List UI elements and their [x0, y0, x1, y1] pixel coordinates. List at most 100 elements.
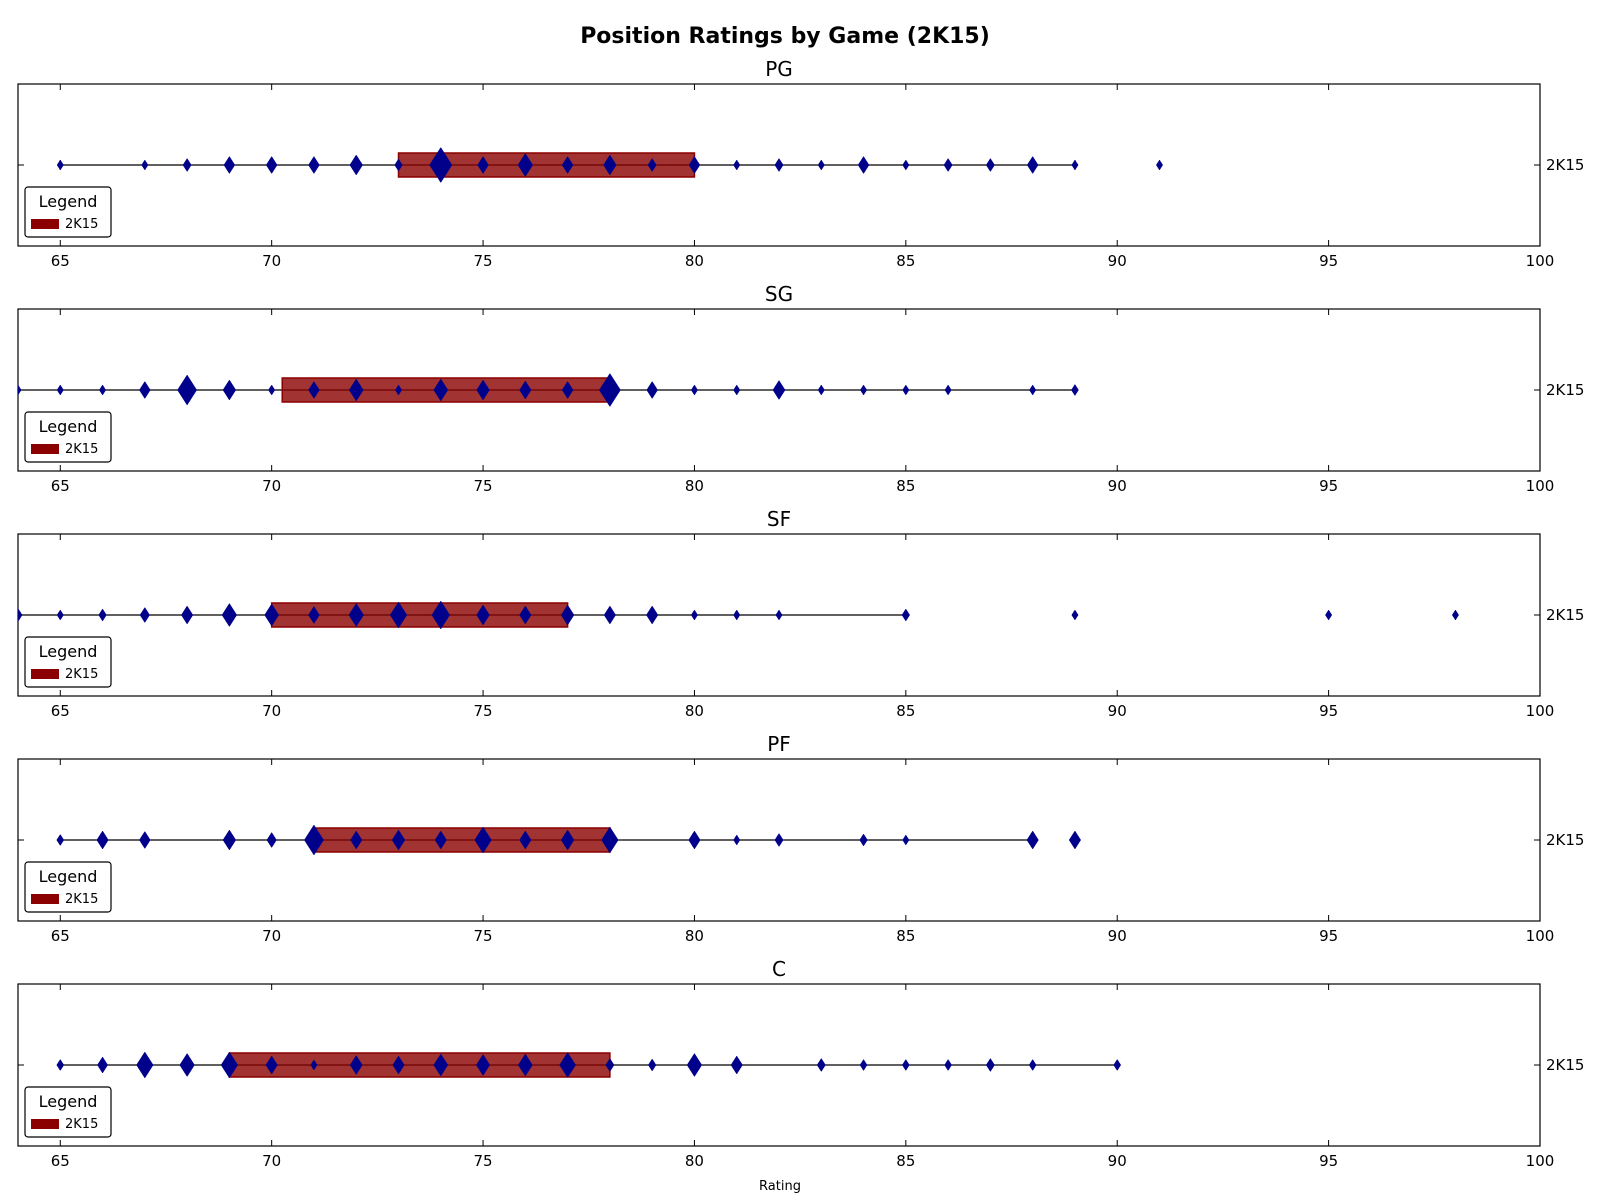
legend-entry: 2K15 — [65, 1117, 98, 1132]
density-marker — [181, 605, 194, 625]
panel-c: C 65 70 75 80 85 90 95 100 2K15 Legend 2K15 — [17, 957, 1584, 1170]
legend-title: Legend — [39, 1092, 98, 1111]
density-marker — [902, 1059, 910, 1071]
x-tick-label: 80 — [685, 1152, 704, 1170]
x-tick-label: 100 — [1526, 477, 1555, 495]
density-marker — [310, 1059, 318, 1071]
x-tick-label: 80 — [685, 702, 704, 720]
density-marker — [474, 826, 492, 854]
panel-sf: SF 65 70 75 80 85 90 95 100 2K15 Legend 2K15 — [17, 507, 1584, 720]
density-marker — [519, 830, 532, 850]
density-marker — [177, 374, 198, 406]
density-marker — [774, 158, 784, 172]
density-marker — [1071, 609, 1079, 621]
x-tick-label: 75 — [474, 477, 493, 495]
x-tick-label: 70 — [262, 1152, 281, 1170]
legend-swatch — [31, 219, 59, 229]
density-marker — [265, 1055, 278, 1075]
density-marker — [817, 159, 825, 171]
legend-entry: 2K15 — [65, 217, 98, 232]
x-ticks: 65 70 75 80 85 90 95 100 — [51, 84, 1555, 270]
legend-title: Legend — [39, 192, 98, 211]
density-marker — [139, 831, 151, 849]
density-marker — [730, 1055, 743, 1075]
density-marker — [222, 379, 237, 401]
legend-title: Legend — [39, 642, 98, 661]
density-marker — [519, 380, 532, 400]
density-marker — [599, 373, 621, 407]
density-marker — [1026, 156, 1039, 174]
y-tick-label: 2K15 — [1546, 156, 1584, 174]
density-marker — [136, 1051, 154, 1079]
density-marker — [182, 158, 192, 172]
density-marker — [266, 832, 277, 848]
density-marker — [141, 159, 149, 171]
density-marker — [560, 829, 575, 851]
x-tick-label: 85 — [896, 477, 915, 495]
panel-title: PG — [765, 57, 793, 81]
density-marker — [733, 384, 741, 396]
density-marker — [56, 609, 64, 621]
density-marker — [220, 1051, 239, 1079]
x-tick-label: 70 — [262, 252, 281, 270]
density-marker — [139, 607, 150, 623]
density-marker — [902, 384, 910, 396]
x-tick-label: 65 — [51, 702, 70, 720]
density-marker — [859, 1059, 868, 1071]
x-tick-label: 65 — [51, 477, 70, 495]
density-marker — [1026, 830, 1039, 850]
y-tick-label: 2K15 — [1546, 606, 1584, 624]
marks — [56, 1051, 1122, 1079]
legend: Legend 2K15 — [24, 411, 112, 463]
density-marker — [1071, 159, 1079, 171]
density-marker — [690, 609, 698, 621]
density-marker — [1325, 609, 1333, 621]
density-marker — [688, 156, 701, 174]
density-marker — [431, 600, 451, 630]
x-tick-label: 90 — [1108, 477, 1127, 495]
density-marker — [985, 1058, 995, 1072]
marks — [18, 373, 1079, 407]
density-marker — [901, 608, 910, 622]
density-marker — [859, 833, 868, 847]
density-marker — [603, 605, 616, 625]
x-tick-label: 80 — [685, 927, 704, 945]
density-marker — [648, 1058, 657, 1072]
x-tick-label: 100 — [1526, 702, 1555, 720]
x-tick-label: 75 — [474, 702, 493, 720]
density-marker — [817, 384, 825, 396]
marks — [56, 147, 1163, 183]
panels: PG 65 70 75 80 85 90 95 100 2K15 Legend 2K15 SG 65 70 7… — [17, 57, 1584, 1170]
density-marker — [517, 153, 533, 177]
x-tick-label: 70 — [262, 477, 281, 495]
density-marker — [646, 381, 658, 399]
x-ticks: 65 70 75 80 85 90 95 100 — [51, 984, 1554, 1170]
density-marker — [902, 834, 910, 846]
x-tick-label: 85 — [896, 702, 915, 720]
density-marker — [179, 1053, 195, 1077]
density-marker — [517, 1053, 533, 1077]
x-tick-label: 95 — [1319, 927, 1338, 945]
density-marker — [601, 826, 619, 854]
density-marker — [97, 1056, 108, 1074]
legend-swatch — [31, 444, 59, 454]
density-marker — [561, 381, 574, 399]
density-marker — [99, 384, 107, 396]
density-marker — [308, 156, 320, 174]
iqr-box — [313, 827, 611, 853]
density-marker — [139, 381, 151, 399]
density-marker — [733, 159, 741, 171]
legend: Legend 2K15 — [24, 1086, 112, 1138]
legend: Legend 2K15 — [24, 861, 112, 913]
legend-swatch — [31, 894, 59, 904]
panel-title: SF — [767, 507, 791, 531]
density-marker — [647, 158, 657, 172]
density-marker — [476, 604, 490, 626]
x-tick-label: 90 — [1108, 1152, 1127, 1170]
x-tick-label: 100 — [1526, 252, 1555, 270]
density-marker — [96, 830, 109, 850]
density-marker — [559, 1052, 576, 1078]
legend-entry: 2K15 — [65, 442, 98, 457]
density-marker — [860, 384, 868, 396]
